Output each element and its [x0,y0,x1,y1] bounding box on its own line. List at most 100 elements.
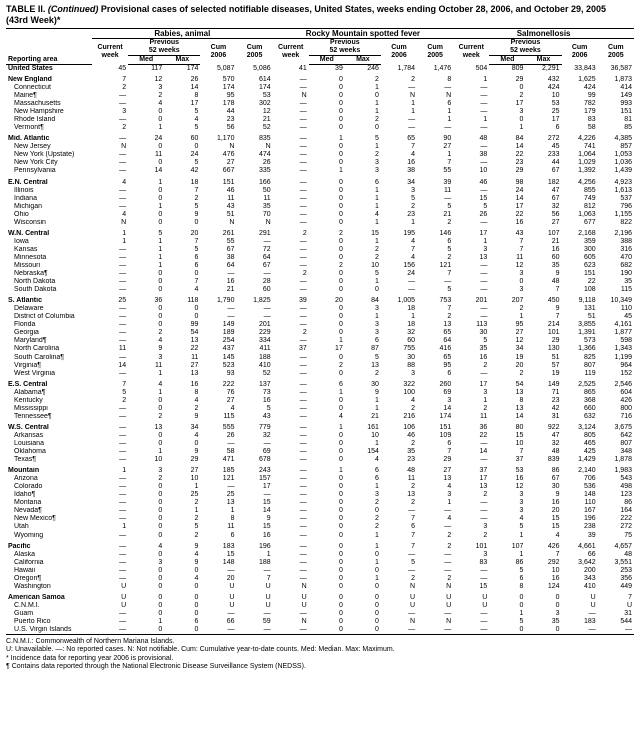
data-cell: — [92,286,128,294]
area-cell: California [6,559,92,567]
data-cell: 14 [489,195,525,203]
data-cell: 4 [345,456,381,464]
data-cell: 993 [598,100,634,108]
data-cell: 108 [562,286,598,294]
data-cell: 66 [562,551,598,559]
data-cell: 0 [128,143,164,151]
area-cell: Arkansas [6,432,92,440]
data-cell: 9 [525,270,561,278]
data-cell: 2 [489,305,525,313]
data-cell: 46 [453,179,489,187]
data-cell: N [417,92,453,100]
data-cell: 24 [128,135,164,143]
table-row: Mountain1327185243—1648273753862,1401,98… [6,467,634,475]
data-cell: 414 [598,84,634,92]
data-cell: 1 [345,143,381,151]
data-cell: 196 [236,543,272,551]
data-cell: 151 [598,108,634,116]
data-cell: 1 [92,238,128,246]
data-cell: 0 [128,483,164,491]
data-cell: 4,657 [598,543,634,551]
data-cell: 38 [453,151,489,159]
table-row: Maine¶—289553N00NN—21099149 [6,92,634,100]
data-cell: — [200,610,236,618]
data-cell: 0 [309,602,345,610]
data-cell: N [381,618,417,626]
data-cell: 149 [200,321,236,329]
data-cell: 0 [309,575,345,583]
data-cell: 2 [345,116,381,124]
data-cell: 123 [598,491,634,499]
data-cell: — [236,440,272,448]
data-cell: 1,063 [562,211,598,219]
data-cell: 8 [417,76,453,84]
data-cell: — [273,195,309,203]
data-cell: — [92,448,128,456]
data-cell: 0 [128,321,164,329]
data-cell: 43 [200,203,236,211]
data-cell: — [273,567,309,575]
data-cell: 2 [417,313,453,321]
data-cell: 95 [489,321,525,329]
table-row: Puerto Rico—166659N00NN—535183544 [6,618,634,626]
data-cell: 3 [489,108,525,116]
data-cell: 238 [562,523,598,531]
data-cell: 16 [525,246,561,254]
data-cell: 2 [164,515,200,523]
data-cell: — [273,262,309,270]
data-cell: 21 [345,413,381,421]
table-row: California—39148188—015—83862923,6423,55… [6,559,634,567]
area-cell: South Carolina¶ [6,354,92,362]
data-cell: 119 [562,370,598,378]
data-cell: — [453,575,489,583]
data-cell: 11 [92,345,128,353]
data-cell: 166 [236,179,272,187]
table-row: Pacific—49183196—01721011074264,6614,657 [6,543,634,551]
data-cell: — [92,254,128,262]
data-cell: 2 [453,491,489,499]
data-cell: 1 [345,219,381,227]
data-cell: 222 [200,381,236,389]
data-cell: — [273,278,309,286]
table-row: North Dakota—071628—01———0482235 [6,278,634,286]
data-cell: 107 [489,543,525,551]
data-cell: 55 [417,167,453,175]
data-cell: 660 [562,405,598,413]
data-cell: 58 [562,124,598,132]
data-cell: 9 [164,413,200,421]
data-cell: 1,170 [200,135,236,143]
area-cell: Texas¶ [6,456,92,464]
data-cell: 0 [309,238,345,246]
data-cell: 50 [236,187,272,195]
data-cell: 195 [381,230,417,238]
data-cell: 5 [489,567,525,575]
data-cell: 0 [128,313,164,321]
data-cell: 115 [200,413,236,421]
data-cell: U [381,602,417,610]
table-row: WisconsinN00NN—0112—1627677822 [6,219,634,227]
data-cell: 0 [309,475,345,483]
data-cell: 5 [381,559,417,567]
data-cell: U [381,594,417,602]
data-cell: — [453,270,489,278]
data-cell: 6 [164,618,200,626]
data-cell: 1 [453,238,489,246]
area-cell: Kentucky [6,397,92,405]
data-cell: 39 [273,297,309,305]
table-row: C.N.M.I.U00UUU00UUU00UU [6,602,634,610]
data-cell: — [92,532,128,540]
area-cell: Nevada¶ [6,507,92,515]
data-cell: 21 [236,116,272,124]
data-cell: 11 [417,187,453,195]
data-cell: 0 [128,551,164,559]
data-cell: 190 [598,270,634,278]
data-cell: 1 [345,238,381,246]
data-cell: U [598,602,634,610]
data-cell: 88 [381,362,417,370]
data-cell: 0 [128,440,164,448]
data-cell: 471 [200,456,236,464]
data-cell: 809 [489,64,525,73]
data-cell: 201 [453,297,489,305]
table-row: Massachusetts—417178302—0116—1753782993 [6,100,634,108]
data-cell: 2,196 [598,230,634,238]
